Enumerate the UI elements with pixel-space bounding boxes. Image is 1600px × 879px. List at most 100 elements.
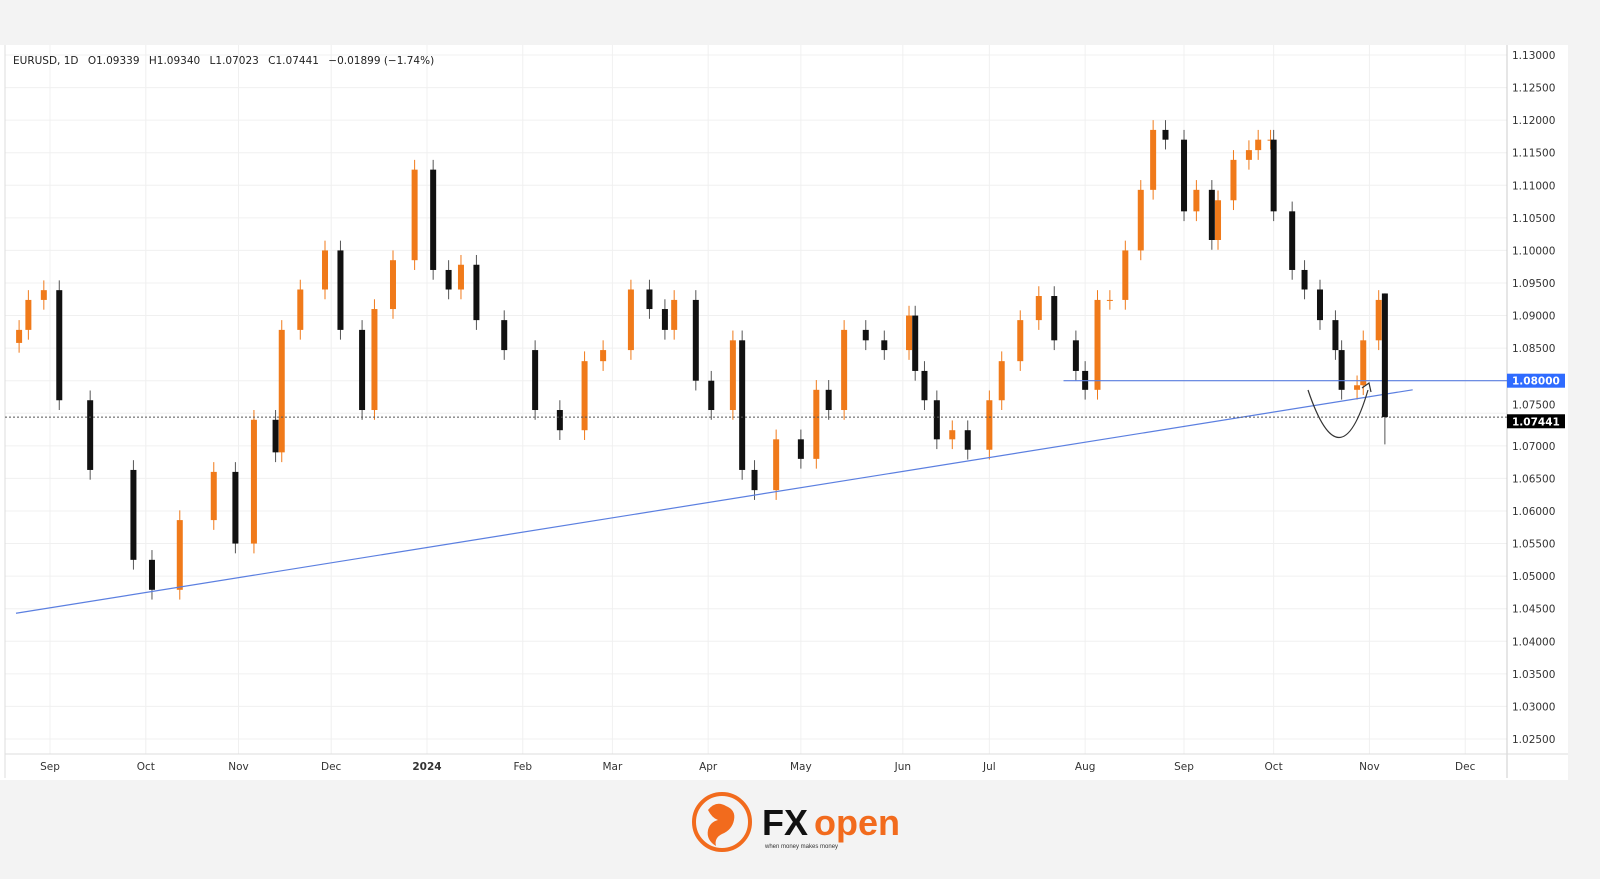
candle-body bbox=[1255, 139, 1262, 151]
candle bbox=[964, 420, 971, 460]
x-tick-label: Oct bbox=[1265, 761, 1283, 773]
candle bbox=[1122, 240, 1129, 310]
candle-body bbox=[671, 299, 678, 330]
candle bbox=[661, 299, 668, 340]
level-price-label-bg bbox=[1507, 373, 1565, 388]
candle-body bbox=[210, 471, 217, 521]
candle bbox=[1137, 180, 1144, 261]
candle bbox=[1035, 286, 1042, 330]
x-tick-label: Dec bbox=[1455, 761, 1476, 773]
candle bbox=[1301, 260, 1308, 300]
candle bbox=[1162, 120, 1169, 150]
candle bbox=[998, 351, 1005, 411]
candle bbox=[813, 380, 820, 469]
candle bbox=[933, 390, 940, 450]
y-tick-label: 1.02500 bbox=[1512, 734, 1555, 746]
x-tick-label: Mar bbox=[602, 761, 622, 773]
candle bbox=[671, 290, 678, 340]
y-tick-label: 1.10500 bbox=[1512, 213, 1555, 225]
candle-body bbox=[56, 290, 63, 401]
candle-body bbox=[964, 430, 971, 450]
candle-body bbox=[40, 290, 47, 300]
candle bbox=[40, 280, 47, 310]
candle-body bbox=[708, 380, 715, 411]
candle-body bbox=[1289, 211, 1296, 270]
candle bbox=[825, 380, 832, 420]
y-tick-label: 1.12000 bbox=[1512, 115, 1555, 127]
candle-body bbox=[1162, 129, 1169, 140]
x-tick-label: Nov bbox=[1359, 761, 1380, 773]
candle bbox=[473, 254, 480, 330]
y-tick-label: 1.05500 bbox=[1512, 539, 1555, 551]
candle-body bbox=[457, 264, 464, 290]
candle bbox=[501, 310, 508, 360]
candle bbox=[862, 320, 869, 351]
y-tick-label: 1.11500 bbox=[1512, 148, 1555, 160]
last-price-label: 1.07441 bbox=[1507, 414, 1565, 429]
candle-body bbox=[1354, 385, 1361, 390]
y-tick-label: 1.07000 bbox=[1512, 441, 1555, 453]
candle bbox=[921, 361, 928, 411]
candle bbox=[1289, 201, 1296, 280]
candle bbox=[1215, 190, 1222, 250]
candle bbox=[797, 429, 804, 469]
y-tick-label: 1.10000 bbox=[1512, 245, 1555, 257]
candle bbox=[1270, 129, 1277, 222]
candle-body bbox=[359, 329, 366, 411]
candle-body bbox=[692, 299, 699, 381]
candle-body bbox=[532, 350, 539, 411]
candle-body bbox=[1215, 200, 1222, 240]
candle-body bbox=[739, 340, 746, 470]
arrow-head-icon bbox=[1361, 381, 1372, 393]
x-tick-label: Apr bbox=[699, 761, 718, 773]
candle bbox=[272, 410, 279, 463]
candle bbox=[1255, 129, 1262, 160]
curved-arrow bbox=[1307, 389, 1369, 438]
chart-panel[interactable]: 1.13000 1.12500 1.12000 1.11500 1.11000 1.105… bbox=[0, 45, 1568, 780]
candle-body bbox=[1017, 320, 1024, 362]
y-tick-label: 1.13000 bbox=[1512, 50, 1555, 62]
candle bbox=[210, 462, 217, 530]
candle bbox=[130, 460, 137, 570]
candlestick-chart[interactable]: 1.13000 1.12500 1.12000 1.11500 1.11000 1.105… bbox=[0, 45, 1568, 780]
candle-body bbox=[411, 169, 418, 261]
candle-body bbox=[473, 264, 480, 321]
y-tick-label: 1.09000 bbox=[1512, 311, 1555, 323]
candle bbox=[1230, 150, 1237, 211]
candle bbox=[1360, 330, 1367, 396]
candle bbox=[25, 290, 32, 340]
level-price-label: 1.08000 bbox=[1507, 373, 1565, 388]
candle-body bbox=[862, 329, 869, 341]
x-tick-label: Jun bbox=[894, 761, 911, 773]
y-tick-label: 1.08500 bbox=[1512, 343, 1555, 355]
candle bbox=[773, 429, 780, 500]
candle-body bbox=[1035, 296, 1042, 321]
candle-body bbox=[148, 559, 155, 590]
candle bbox=[556, 400, 563, 440]
candle-body bbox=[841, 329, 848, 411]
candle-body bbox=[986, 400, 993, 450]
candle bbox=[457, 254, 464, 300]
x-tick-label: 2024 bbox=[412, 761, 441, 773]
candle bbox=[1208, 180, 1215, 250]
candle bbox=[1354, 375, 1361, 400]
close-value: C1.07441 bbox=[268, 55, 319, 67]
candle bbox=[692, 290, 699, 391]
candle-body bbox=[581, 361, 588, 431]
candle bbox=[532, 340, 539, 420]
candle bbox=[87, 390, 94, 480]
support-trendline bbox=[15, 389, 1413, 614]
candle-body bbox=[921, 370, 928, 401]
svg-text:when money makes money: when money makes money bbox=[764, 844, 838, 850]
candle-body bbox=[1316, 289, 1323, 321]
candle bbox=[600, 340, 607, 371]
candle-body bbox=[998, 361, 1005, 401]
candle bbox=[708, 370, 715, 420]
candle bbox=[1381, 293, 1388, 445]
fxopen-logo: FX open when money makes money bbox=[692, 792, 900, 852]
x-tick-label: Dec bbox=[321, 761, 342, 773]
candle bbox=[1106, 290, 1113, 310]
candle-body bbox=[881, 340, 888, 351]
x-tick-label: Feb bbox=[513, 761, 532, 773]
candle bbox=[1193, 180, 1200, 222]
